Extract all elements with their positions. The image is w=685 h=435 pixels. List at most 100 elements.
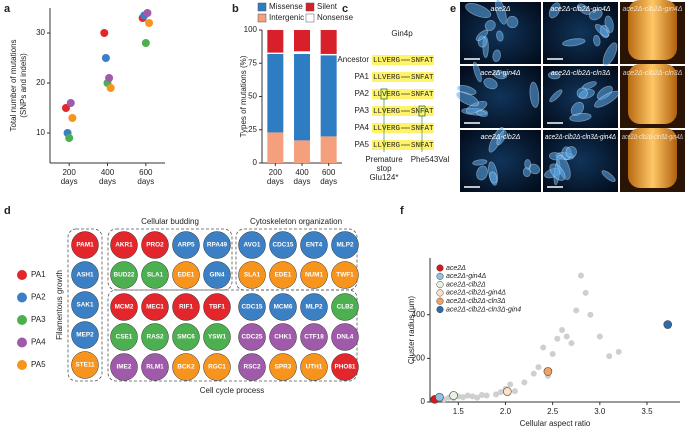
legend-label: ace2Δ (446, 265, 466, 272)
dot (66, 99, 75, 107)
gene-label: MLP2 (305, 304, 322, 311)
gene-node (71, 321, 99, 349)
cell (472, 159, 488, 166)
gene-node (172, 293, 200, 321)
cell (576, 87, 588, 99)
gene-node (331, 353, 359, 381)
legend-label: PA1 (31, 270, 46, 279)
row-label: Ancestor (337, 55, 369, 64)
panel-label: d (4, 205, 11, 217)
cell (548, 2, 561, 19)
gene-node (71, 231, 99, 259)
cell (549, 163, 566, 181)
bar-segment (294, 51, 310, 54)
cell (496, 130, 507, 146)
legend-marker (436, 281, 444, 289)
gene-label: RIF1 (179, 304, 193, 311)
gene-node (331, 293, 359, 321)
cell (476, 165, 488, 181)
gene-label: CTF18 (304, 334, 324, 341)
cell (495, 0, 507, 25)
annotation: Glu124* (370, 173, 399, 182)
cell (593, 34, 601, 47)
gene-node (110, 293, 138, 321)
point (554, 335, 561, 342)
legend-label: PA2 (31, 293, 46, 302)
cell (455, 91, 480, 107)
y-tick-label: 10 (36, 128, 45, 137)
sequence-right: SNFAT (411, 57, 434, 65)
y-tick-label: 400 (412, 310, 426, 319)
gene-node (110, 231, 138, 259)
cell (601, 170, 616, 182)
dot (105, 74, 114, 82)
panel-label: e (450, 3, 456, 15)
y-tick-label: 25 (248, 125, 257, 134)
cell (604, 15, 614, 33)
gene-label: ASH1 (76, 272, 93, 279)
gene-node (203, 353, 231, 381)
gene-node (71, 351, 99, 379)
gene-node (172, 353, 200, 381)
group-label: Cytoskeleton organization (250, 217, 342, 226)
legend-label: ace2Δ-clb2Δ (446, 281, 486, 288)
point (507, 381, 514, 388)
cell (577, 3, 591, 15)
gene-label: RSC2 (243, 364, 260, 371)
gene-label: GIN4 (210, 272, 225, 279)
x-tick-label: 200 (62, 168, 76, 177)
gene-node (300, 353, 328, 381)
panel-label: c (342, 3, 348, 15)
protein-name: Gin4p (391, 29, 413, 38)
gene-label: EDE1 (178, 272, 195, 279)
strain-label: ace2Δ-clb2Δ-gin4Δ (622, 6, 682, 13)
cell (529, 81, 540, 108)
gene-node (172, 261, 200, 289)
annotation: stop (376, 164, 392, 173)
cell (483, 77, 498, 90)
gene-label: PAM1 (76, 242, 94, 249)
y-tick-label: 50 (248, 92, 257, 101)
gene-label: PRO2 (146, 242, 164, 249)
legend-label: ace2Δ-clb2Δ-gin4Δ (446, 290, 506, 297)
gene-node (71, 261, 99, 289)
legend-label: PA3 (31, 315, 46, 324)
tube (628, 64, 677, 124)
group-label: Cellular budding (141, 217, 199, 226)
sequence-right: SNFAT (411, 74, 434, 82)
gene-node (300, 293, 328, 321)
cell (496, 30, 504, 42)
gene-label: MEP2 (76, 332, 94, 339)
y-tick-label: 30 (36, 28, 45, 37)
cell (602, 42, 618, 67)
y-tick-label: 0 (421, 397, 426, 406)
point (549, 351, 556, 357)
gene-label: CHK1 (274, 334, 292, 341)
gene-label: STE11 (75, 362, 95, 369)
gene-label: AVO1 (244, 242, 261, 249)
gene-node (203, 293, 231, 321)
gene-label: MCM2 (115, 304, 134, 311)
gene-label: TWF1 (336, 272, 354, 279)
y-axis-label: Cluster radius (μm) (407, 296, 416, 365)
x-tick-label: 3.0 (594, 407, 606, 416)
x-tick-label: 2.5 (547, 407, 559, 416)
point (493, 391, 500, 398)
dot (106, 84, 115, 92)
cell (570, 101, 585, 116)
cell (475, 29, 489, 42)
tube (628, 128, 677, 188)
sequence-left: LLVERG (373, 57, 401, 65)
bar-segment (267, 132, 284, 163)
gene-node (110, 261, 138, 289)
highlight-point (449, 391, 458, 400)
legend-label: Intergenic (269, 13, 304, 22)
point (535, 364, 542, 371)
group-label: Cell cycle process (200, 386, 264, 395)
legend-marker (17, 360, 27, 370)
gene-node (269, 323, 297, 351)
x-tick-label: 3.5 (641, 407, 653, 416)
gene-label: MCM6 (274, 304, 293, 311)
cell (506, 15, 519, 29)
x-tick-label: days (267, 177, 284, 186)
